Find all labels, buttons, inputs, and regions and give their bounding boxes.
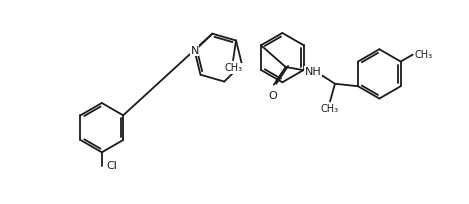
Text: Cl: Cl (107, 161, 118, 171)
Text: CH₃: CH₃ (321, 104, 339, 114)
Text: O: O (268, 91, 277, 101)
Text: NH: NH (305, 67, 322, 77)
Text: CH₃: CH₃ (415, 50, 433, 60)
Text: N: N (190, 46, 199, 56)
Text: CH₃: CH₃ (224, 63, 242, 73)
